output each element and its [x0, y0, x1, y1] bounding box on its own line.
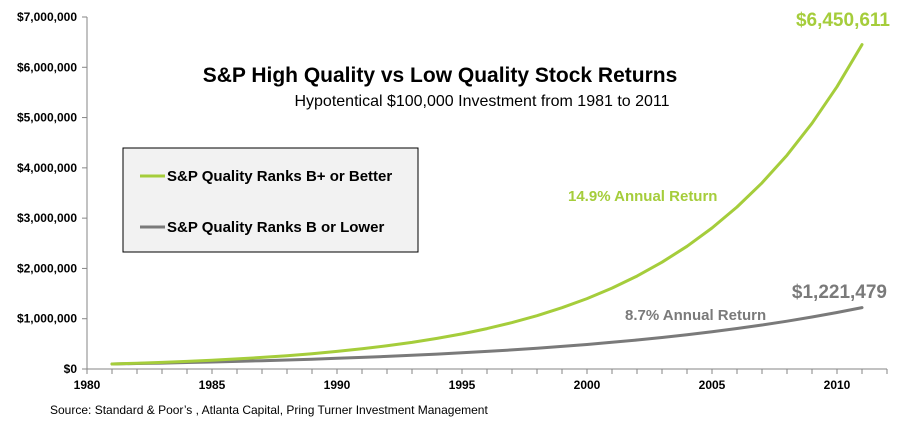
- end-value-high-quality: $6,450,611: [796, 10, 890, 31]
- annotation-high-quality-return: 14.9% Annual Return: [568, 188, 717, 205]
- y-tick-label: $5,000,000: [17, 111, 77, 125]
- y-tick-label: $6,000,000: [17, 60, 77, 74]
- y-tick-label: $3,000,000: [17, 211, 77, 225]
- x-tick-label: 1980: [74, 378, 101, 392]
- axes: $0 $1,000,000 $2,000,000 $3,000,000 $4,000,0…: [17, 10, 888, 392]
- chart-title: S&P High Quality vs Low Quality Stock Re…: [203, 64, 678, 87]
- series-line-low-quality: [110, 306, 864, 366]
- series-line-high-quality: [110, 43, 864, 366]
- x-ticks: 1980 1985 1990 1995 2000 2005 2010: [74, 369, 888, 392]
- end-value-low-quality: $1,221,479: [792, 282, 887, 303]
- x-tick-label: 1995: [449, 378, 476, 392]
- legend-box: [122, 147, 419, 253]
- y-tick-label: $0: [64, 362, 78, 376]
- y-ticks: $0 $1,000,000 $2,000,000 $3,000,000 $4,000,0…: [17, 10, 87, 376]
- source-note: Source: Standard & Poor’s , Atlanta Capi…: [50, 403, 488, 417]
- y-tick-label: $4,000,000: [17, 161, 77, 175]
- series-lines: [110, 43, 864, 366]
- chart-subtitle: Hypotentical $100,000 Investment from 19…: [294, 93, 669, 110]
- y-tick-label: $2,000,000: [17, 261, 77, 275]
- x-tick-label: 1990: [324, 378, 351, 392]
- legend-label-high-quality: S&P Quality Ranks B+ or Better: [167, 168, 392, 185]
- y-tick-label: $7,000,000: [17, 10, 77, 24]
- legend-label-low-quality: S&P Quality Ranks B or Lower: [167, 219, 384, 236]
- y-tick-label: $1,000,000: [17, 312, 77, 326]
- x-tick-label: 2000: [574, 378, 601, 392]
- x-tick-label: 2005: [699, 378, 726, 392]
- x-tick-label: 1985: [199, 378, 226, 392]
- annotation-low-quality-return: 8.7% Annual Return: [625, 307, 766, 324]
- legend: S&P Quality Ranks B+ or Better S&P Quali…: [122, 147, 419, 253]
- x-tick-label: 2010: [824, 378, 851, 392]
